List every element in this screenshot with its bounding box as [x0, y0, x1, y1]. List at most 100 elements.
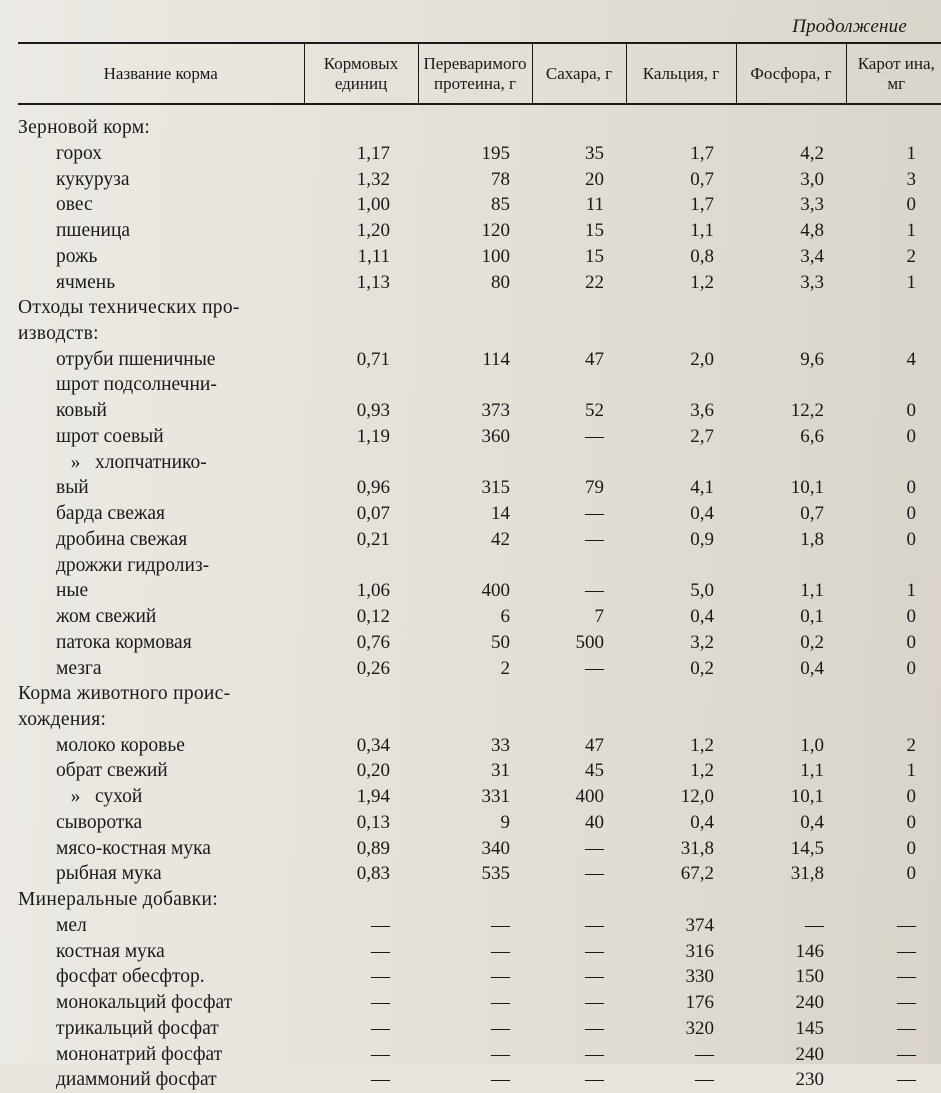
table-cell: 0,83	[304, 861, 418, 887]
table-cell: 0	[846, 656, 941, 682]
table-cell: 340	[418, 836, 532, 862]
table-cell: 0,89	[304, 836, 418, 862]
table-row: горох1,17195351,74,21	[18, 141, 941, 167]
table-cell: —	[418, 990, 532, 1016]
table-cell	[846, 553, 941, 579]
table-cell	[532, 372, 626, 398]
table-cell: —	[418, 1067, 532, 1093]
table-cell: 1,17	[304, 141, 418, 167]
item-label: отруби пшеничные	[18, 347, 304, 373]
section-title: Отходы технических про-изводств:	[18, 295, 304, 346]
table-cell: 42	[418, 527, 532, 553]
table-cell: 4,8	[736, 218, 846, 244]
table-row: жом свежий0,12670,40,10	[18, 604, 941, 630]
table-cell	[418, 372, 532, 398]
table-cell: 67,2	[626, 861, 736, 887]
table-cell: —	[418, 939, 532, 965]
table-cell: 1	[846, 141, 941, 167]
table-cell	[736, 681, 846, 732]
table-row: рожь1,11100150,83,42	[18, 244, 941, 270]
item-label: дрожжи гидролиз-	[18, 553, 304, 579]
table-row: » сухой1,9433140012,010,10	[18, 784, 941, 810]
table-cell	[626, 295, 736, 346]
table-cell: 230	[736, 1067, 846, 1093]
table-cell: —	[304, 939, 418, 965]
table-cell: 22	[532, 270, 626, 296]
table-cell: 2	[418, 656, 532, 682]
table-cell: 3,6	[626, 398, 736, 424]
section-row: Корма животного проис-хождения:	[18, 681, 941, 732]
table-cell: 0,76	[304, 630, 418, 656]
table-cell: 150	[736, 964, 846, 990]
item-label: рожь	[18, 244, 304, 270]
table-cell: 360	[418, 424, 532, 450]
table-cell: —	[846, 1067, 941, 1093]
table-cell: 0,2	[626, 656, 736, 682]
table-cell: —	[418, 964, 532, 990]
table-cell: 1,32	[304, 167, 418, 193]
table-cell	[304, 450, 418, 476]
table-row: трикальций фосфат———320145—	[18, 1016, 941, 1042]
table-cell: 0,12	[304, 604, 418, 630]
table-cell: 0	[846, 398, 941, 424]
table-row: мясо-костная мука0,89340—31,814,50	[18, 836, 941, 862]
col-header-protein: Переваримого протеина, г	[418, 44, 532, 103]
table-cell: 0,2	[736, 630, 846, 656]
table-cell	[532, 681, 626, 732]
table-cell: 9	[418, 810, 532, 836]
table-cell: 80	[418, 270, 532, 296]
table-row: мононатрий фосфат————240—	[18, 1042, 941, 1068]
table-row: ковый0,93373523,612,20	[18, 398, 941, 424]
table-cell: 9,6	[736, 347, 846, 373]
table-row: монокальций фосфат———176240—	[18, 990, 941, 1016]
table-cell: 0	[846, 784, 941, 810]
table-cell: 79	[532, 475, 626, 501]
item-label: монокальций фосфат	[18, 990, 304, 1016]
item-label: » сухой	[18, 784, 304, 810]
table-cell: 40	[532, 810, 626, 836]
table-cell: —	[846, 990, 941, 1016]
table-cell: 1,0	[736, 733, 846, 759]
table-cell: —	[532, 656, 626, 682]
table-cell	[304, 115, 418, 141]
table-cell: 52	[532, 398, 626, 424]
item-label: патока кормовая	[18, 630, 304, 656]
table-cell: 0,4	[626, 501, 736, 527]
table-cell: 10,1	[736, 784, 846, 810]
table-cell: 31,8	[626, 836, 736, 862]
table-cell: —	[846, 1016, 941, 1042]
table-cell: 5,0	[626, 578, 736, 604]
table-cell: 1,06	[304, 578, 418, 604]
table-cell: 0,71	[304, 347, 418, 373]
table-cell: 1,2	[626, 758, 736, 784]
table-cell: 14,5	[736, 836, 846, 862]
table-row: барда свежая0,0714—0,40,70	[18, 501, 941, 527]
table-row: пшеница1,20120151,14,81	[18, 218, 941, 244]
item-label: ковый	[18, 398, 304, 424]
table-cell: 3,4	[736, 244, 846, 270]
table-cell: 0,34	[304, 733, 418, 759]
table-cell: —	[304, 990, 418, 1016]
table-cell: 0	[846, 424, 941, 450]
table-cell	[304, 295, 418, 346]
table-row: патока кормовая0,76505003,20,20	[18, 630, 941, 656]
table-cell: —	[626, 1042, 736, 1068]
table-cell: —	[304, 1016, 418, 1042]
table-cell: —	[304, 913, 418, 939]
table-cell: 1,8	[736, 527, 846, 553]
col-header-sugar: Сахара, г	[532, 44, 626, 103]
table-cell: 176	[626, 990, 736, 1016]
table-cell: 316	[626, 939, 736, 965]
table-row: обрат свежий0,2031451,21,11	[18, 758, 941, 784]
table-cell: 1	[846, 758, 941, 784]
table-row: мел———374——	[18, 913, 941, 939]
table-cell: 1,2	[626, 733, 736, 759]
table-cell: 4,2	[736, 141, 846, 167]
table-cell: 35	[532, 141, 626, 167]
table-cell	[846, 372, 941, 398]
table-cell: 0,8	[626, 244, 736, 270]
table-cell	[418, 681, 532, 732]
table-cell: 1,11	[304, 244, 418, 270]
item-label: пшеница	[18, 218, 304, 244]
table-cell	[736, 295, 846, 346]
